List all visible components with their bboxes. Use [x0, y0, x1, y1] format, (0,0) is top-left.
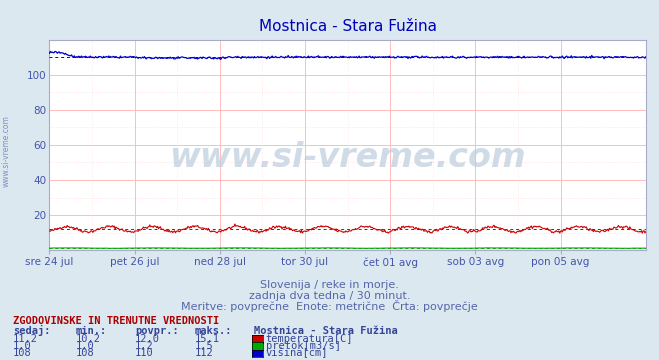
Text: sedaj:: sedaj: — [13, 325, 51, 336]
Text: 108: 108 — [13, 348, 32, 359]
Text: 1,5: 1,5 — [194, 341, 213, 351]
Text: 1,2: 1,2 — [135, 341, 154, 351]
Text: 112: 112 — [194, 348, 213, 359]
Text: 15,1: 15,1 — [194, 334, 219, 344]
Text: 11,2: 11,2 — [13, 334, 38, 344]
Text: 1,0: 1,0 — [76, 341, 94, 351]
Text: povpr.:: povpr.: — [135, 326, 179, 336]
Text: 108: 108 — [76, 348, 94, 359]
Text: Meritve: povprečne  Enote: metrične  Črta: povprečje: Meritve: povprečne Enote: metrične Črta:… — [181, 300, 478, 312]
Text: višina[cm]: višina[cm] — [266, 348, 328, 359]
Text: Slovenija / reke in morje.: Slovenija / reke in morje. — [260, 280, 399, 290]
Text: 10,2: 10,2 — [76, 334, 101, 344]
Text: zadnja dva tedna / 30 minut.: zadnja dva tedna / 30 minut. — [248, 291, 411, 301]
Text: pretok[m3/s]: pretok[m3/s] — [266, 341, 341, 351]
Text: 12,0: 12,0 — [135, 334, 160, 344]
Text: Mostnica - Stara Fužina: Mostnica - Stara Fužina — [254, 326, 397, 336]
Text: temperatura[C]: temperatura[C] — [266, 334, 353, 344]
Text: 110: 110 — [135, 348, 154, 359]
Text: www.si-vreme.com: www.si-vreme.com — [169, 141, 526, 174]
Text: min.:: min.: — [76, 326, 107, 336]
Text: www.si-vreme.com: www.si-vreme.com — [2, 115, 11, 187]
Text: ZGODOVINSKE IN TRENUTNE VREDNOSTI: ZGODOVINSKE IN TRENUTNE VREDNOSTI — [13, 316, 219, 326]
Text: 1,0: 1,0 — [13, 341, 32, 351]
Title: Mostnica - Stara Fužina: Mostnica - Stara Fužina — [258, 19, 437, 34]
Text: maks.:: maks.: — [194, 326, 232, 336]
